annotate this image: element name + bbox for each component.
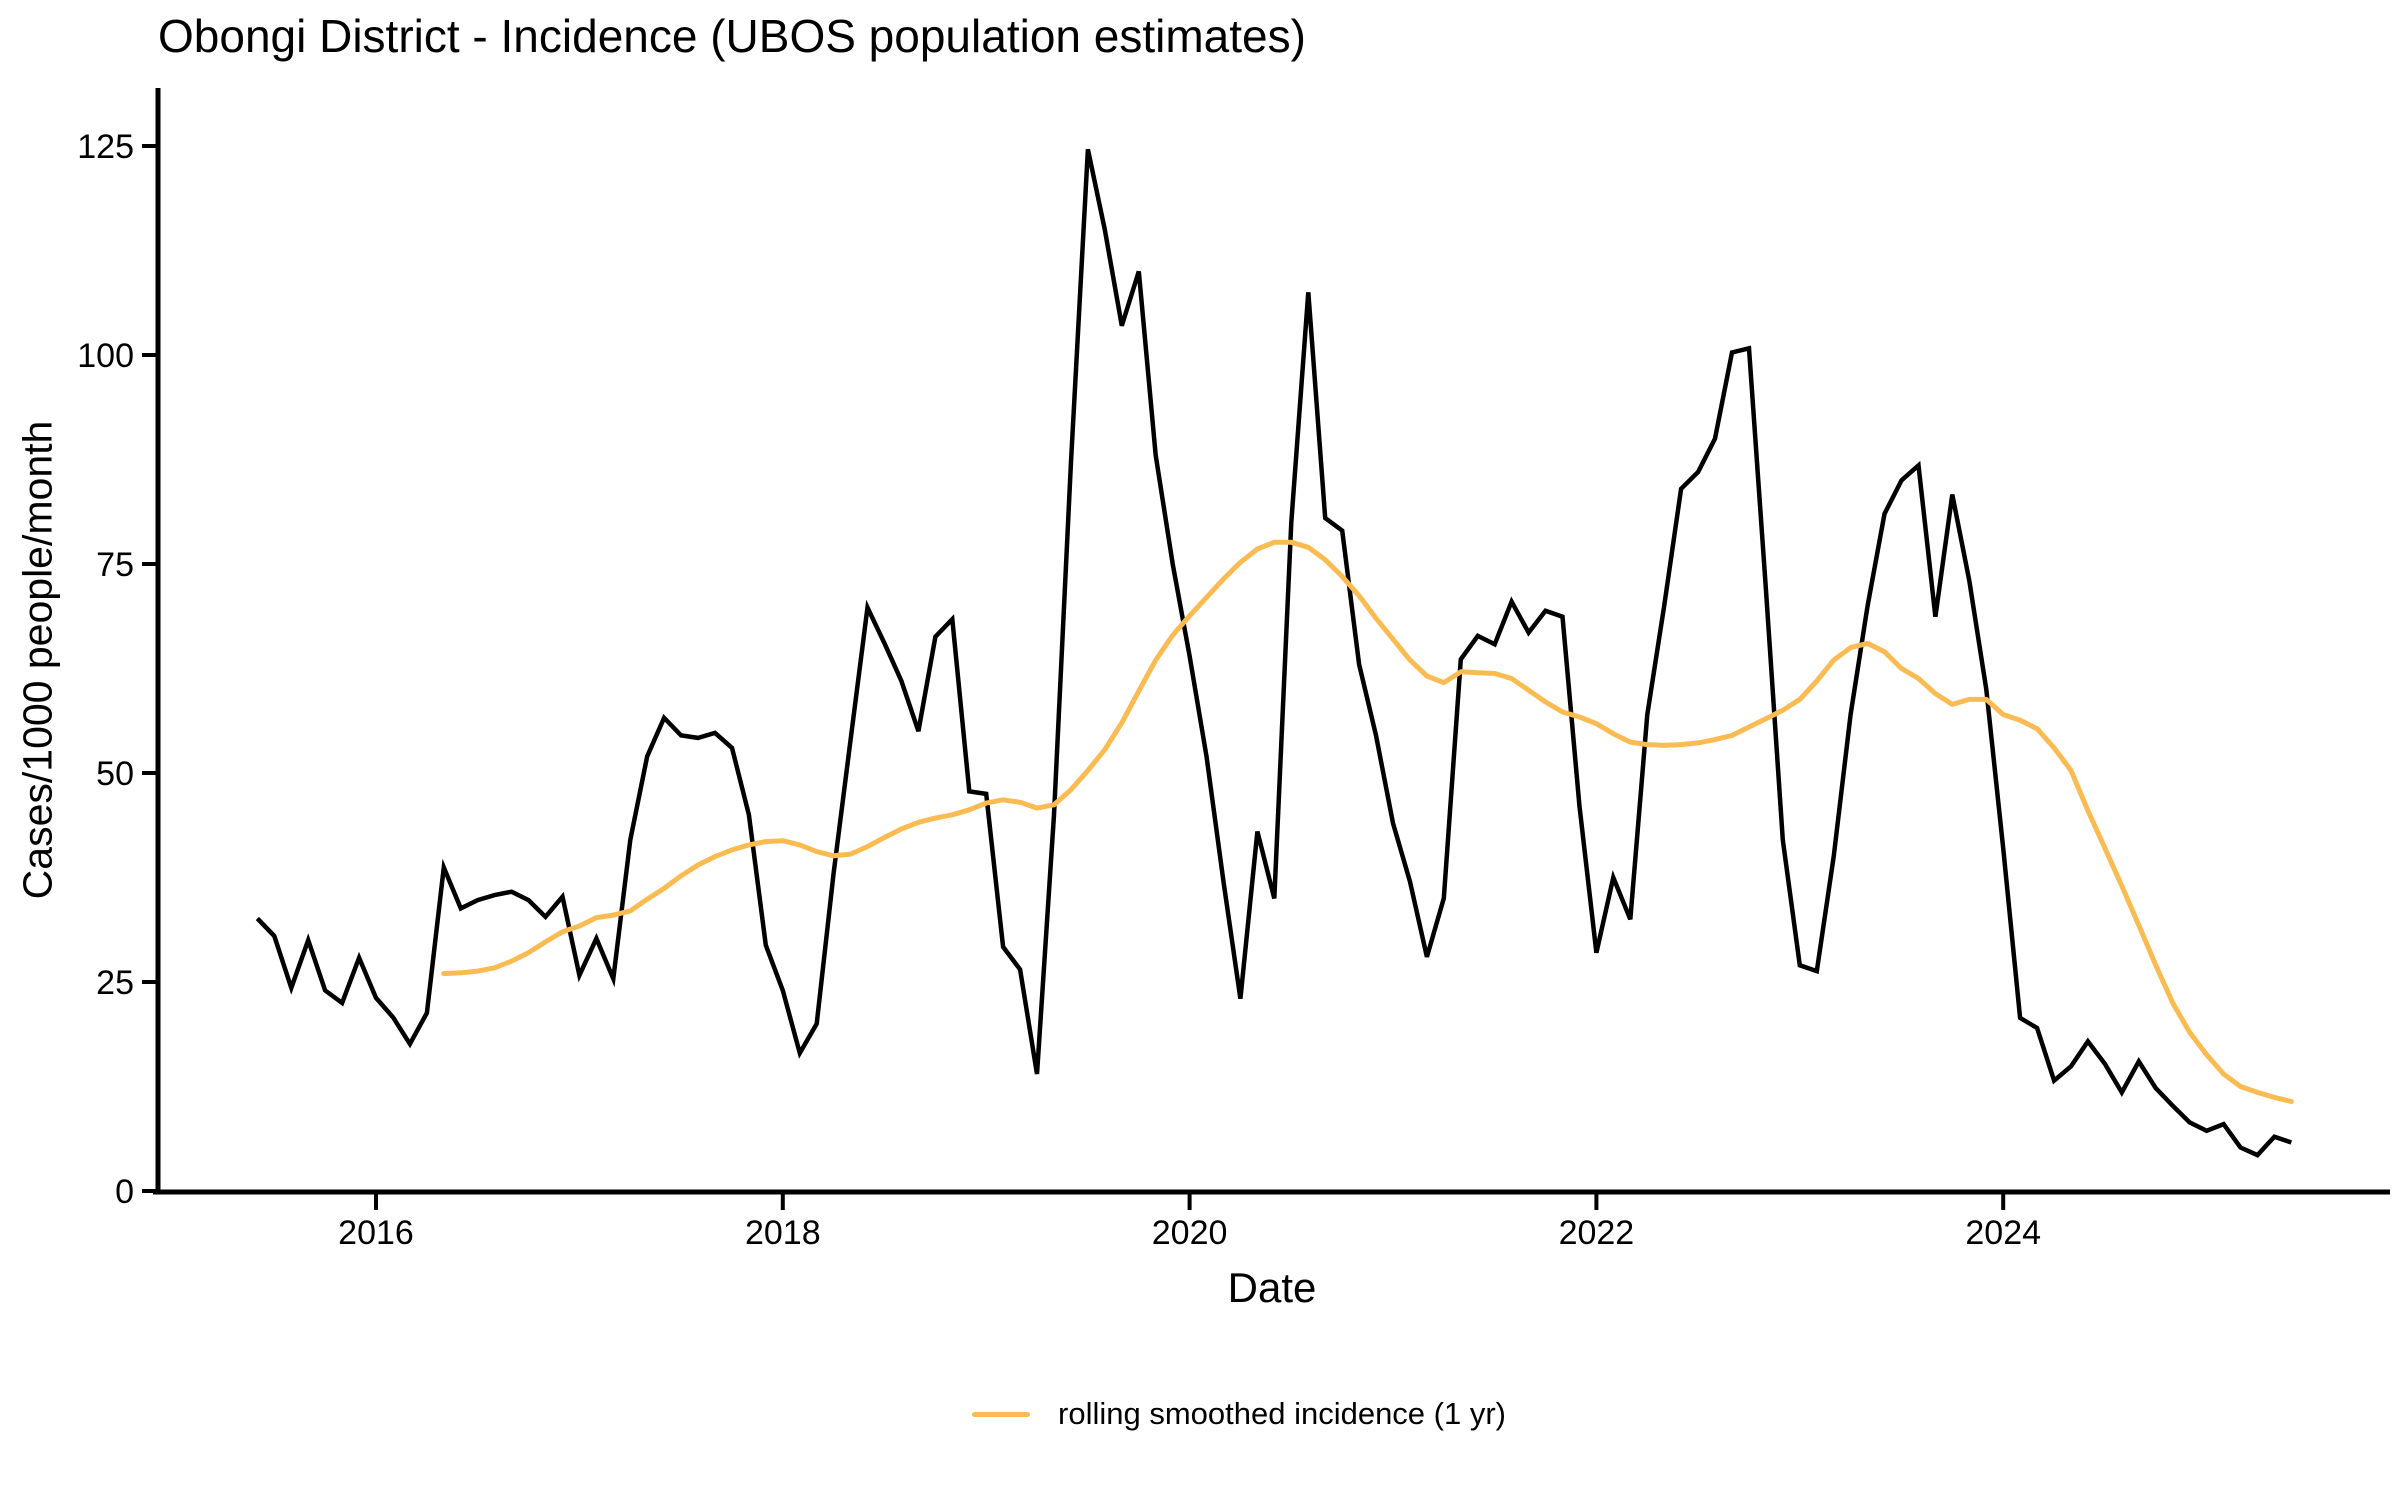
y-tick-label: 75 xyxy=(96,546,134,584)
chart-title: Obongi District - Incidence (UBOS popula… xyxy=(158,10,1306,62)
axis-ticks: 0 25 50 75 100 125 2016 2018 2020 2022 2024 xyxy=(77,128,2041,1252)
y-tick-label: 125 xyxy=(77,128,134,166)
x-axis-title: Date xyxy=(1227,1264,1317,1311)
y-tick-label: 0 xyxy=(115,1173,134,1211)
x-tick-label: 2020 xyxy=(1152,1214,1228,1252)
y-tick-label: 25 xyxy=(96,964,134,1002)
x-tick-label: 2018 xyxy=(745,1214,821,1252)
y-tick-label: 100 xyxy=(77,337,134,375)
x-tick-label: 2022 xyxy=(1559,1214,1635,1252)
x-tick-label: 2024 xyxy=(1965,1214,2041,1252)
legend-label: rolling smoothed incidence (1 yr) xyxy=(1058,1396,1506,1431)
y-tick-label: 50 xyxy=(96,755,134,793)
axis-lines xyxy=(153,88,2390,1195)
series-lines xyxy=(255,148,2294,1158)
legend-key-line xyxy=(972,1411,1030,1417)
raw-incidence-line xyxy=(255,148,2293,1158)
smoothed-incidence-line xyxy=(441,539,2294,1104)
x-tick-label: 2016 xyxy=(338,1214,414,1252)
legend: rolling smoothed incidence (1 yr) xyxy=(972,1396,1506,1432)
